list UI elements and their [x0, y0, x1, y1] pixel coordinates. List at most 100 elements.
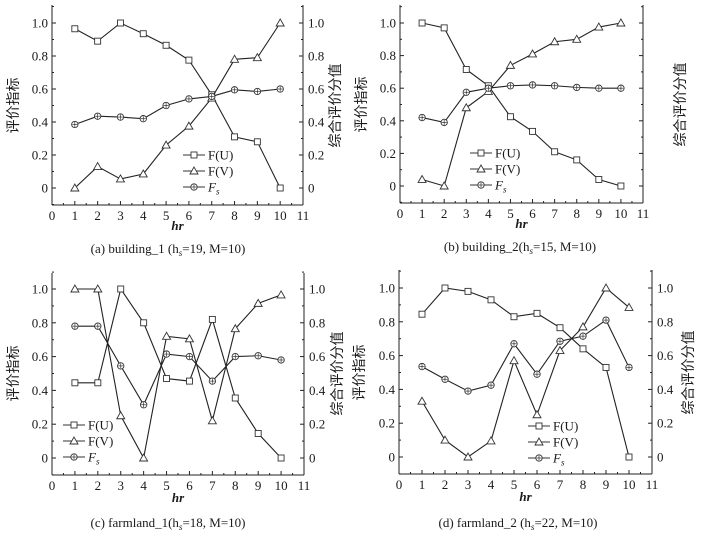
x-tick-label: 9 [254, 208, 261, 223]
series-fu [71, 19, 284, 192]
data-point [441, 284, 449, 292]
legend: F(U)F(V)Fs [63, 418, 113, 467]
data-point [92, 161, 103, 171]
data-point [549, 36, 560, 46]
y-tick-label-right: 0.8 [657, 314, 673, 329]
data-point [507, 113, 514, 121]
data-point [184, 121, 194, 130]
y-tick-label-right: 1.0 [308, 16, 324, 31]
data-point [624, 302, 634, 311]
x-tick-label: 5 [511, 477, 518, 492]
x-tick-label: 0 [49, 208, 56, 223]
y-tick-label-right: 0 [657, 450, 664, 465]
y-tick-label-left: 0.8 [379, 314, 395, 329]
y-tick-label-left: 0.6 [379, 348, 396, 363]
x-axis-title: hr [171, 218, 184, 233]
y-axis-title-left: 评价指标 [6, 346, 22, 402]
legend-marker-square [190, 151, 198, 159]
chart-caption: (b) building_2(hs=15, M=10) [444, 239, 596, 256]
y-tick-label-left: 0 [42, 451, 49, 466]
legend-label: F(U) [553, 419, 578, 434]
x-tick-label: 10 [274, 208, 287, 223]
x-tick-label: 3 [117, 478, 124, 493]
y-tick-label-right: 0.8 [309, 315, 325, 330]
data-point [93, 112, 102, 120]
y-tick-label-right: 1.0 [657, 281, 673, 296]
legend-label: Fs [207, 180, 220, 197]
data-point [139, 30, 147, 38]
data-point [617, 84, 625, 92]
series-fs [418, 81, 625, 127]
data-point [276, 184, 284, 192]
data-point [579, 332, 587, 340]
chart-panel-c: 0 1 2 3 4 5 6 7 8 9 10 1100.20.40.60.81.000.20.40.6… [6, 271, 346, 532]
x-tick-label: 10 [614, 206, 627, 221]
y-tick-label-left: 0.4 [380, 113, 397, 128]
data-point [117, 19, 124, 27]
data-point [556, 337, 564, 345]
data-point [439, 181, 449, 190]
legend-label: Fs [494, 178, 507, 195]
legend-marker-triangle [476, 164, 486, 173]
y-tick-label-left: 0.4 [32, 383, 49, 398]
x-tick-label: 7 [551, 206, 558, 221]
data-point [486, 436, 496, 445]
data-point [186, 377, 193, 385]
data-point [573, 83, 581, 92]
data-point [229, 54, 240, 63]
data-point [573, 156, 581, 164]
x-tick-label: 4 [485, 206, 492, 221]
chart-caption: (a) building_1 (hs=19, M=10) [91, 241, 246, 258]
y-tick-label-left: 0.2 [379, 416, 395, 431]
data-point [579, 345, 587, 353]
data-point [555, 345, 565, 354]
y-tick-label-right: 0.2 [309, 417, 325, 432]
data-point [231, 394, 239, 402]
legend-marker-square [70, 421, 78, 429]
x-tick-label: 7 [209, 478, 216, 493]
y-tick-label-left: 0.8 [32, 315, 48, 330]
data-point [277, 454, 285, 462]
chart-caption: (d) farmland_2 (hs=22, M=10) [439, 515, 598, 532]
series-line [74, 287, 282, 459]
y-axis-title-left: 评价指标 [6, 78, 22, 134]
y-axis-title-left: 评价指标 [354, 77, 370, 133]
data-point [253, 87, 262, 96]
data-point [505, 60, 516, 69]
x-tick-label: 8 [231, 208, 238, 223]
y-tick-label-right: 0.8 [308, 49, 324, 64]
y-tick-label-left: 0.2 [32, 148, 48, 163]
x-tick-label: 7 [208, 208, 215, 223]
legend-label: F(V) [553, 435, 578, 450]
y-tick-label-left: 1.0 [32, 282, 48, 297]
series-line [421, 22, 622, 187]
data-point [208, 315, 216, 323]
data-point [462, 66, 470, 73]
legend-label: F(U) [495, 146, 520, 161]
legend-label: Fs [87, 450, 100, 467]
y-tick-label-left: 1.0 [380, 16, 396, 31]
data-point [578, 321, 588, 331]
legend-marker-triangle [534, 437, 544, 446]
y-tick-label-left: 0.2 [380, 146, 396, 161]
legend-marker-circle-plus [70, 453, 78, 461]
y-tick-label-right: 1.0 [309, 282, 325, 297]
data-point [550, 82, 559, 90]
x-tick-label: 4 [488, 477, 495, 492]
data-point [595, 84, 603, 92]
y-tick-label-right: 0 [308, 181, 315, 196]
x-tick-label: 11 [646, 477, 659, 492]
x-tick-label: 10 [623, 477, 636, 492]
data-point [440, 118, 448, 127]
data-point [463, 452, 473, 461]
data-point [275, 18, 285, 27]
data-point [510, 340, 518, 348]
series-line [74, 22, 281, 189]
data-point [163, 375, 170, 383]
data-point [230, 86, 239, 94]
x-tick-label: 11 [298, 478, 311, 493]
y-axis-title-left: 评价指标 [352, 345, 368, 401]
legend-marker-circle-plus [535, 454, 543, 462]
x-tick-label: 8 [573, 206, 580, 221]
